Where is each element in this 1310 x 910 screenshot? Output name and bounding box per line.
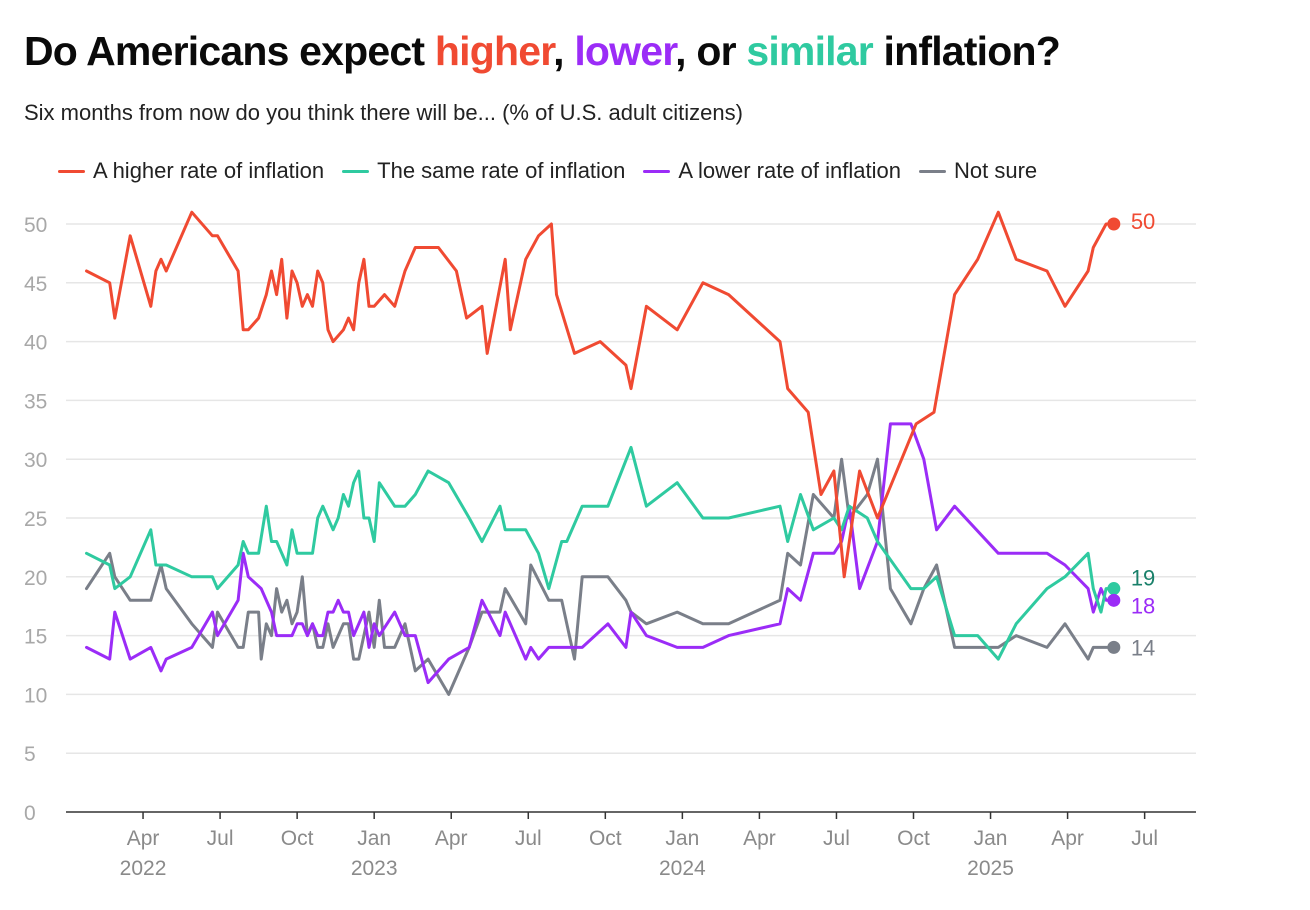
y-tick-label-5: 5 xyxy=(24,743,36,766)
legend-swatch-lower xyxy=(643,169,671,173)
x-tick-label-apr: Apr xyxy=(743,827,776,850)
y-tick-label-0: 0 xyxy=(24,802,36,825)
series-line-same xyxy=(85,445,1116,661)
legend-label-not-sure: Not sure xyxy=(953,158,1038,183)
chart-title: Do Americans expect higher, lower, or si… xyxy=(24,28,1061,75)
series-line-lower xyxy=(85,422,1116,685)
x-axis: Apr 2022 Jul Oct Jan 2023 Apr Jul Oct Jan 2024 Apr J… xyxy=(66,811,1196,880)
x-tick-label-jul: Jul xyxy=(515,827,542,850)
title-separator-2: , or xyxy=(675,28,747,74)
legend-swatch-same xyxy=(342,169,370,173)
title-part-2: inflation? xyxy=(872,28,1061,74)
y-tick-label-10: 10 xyxy=(24,684,47,707)
x-tick-label-jul: Jul xyxy=(1131,827,1158,850)
x-tick-label-jan: Jan xyxy=(974,827,1008,850)
end-label-same: 19 xyxy=(1131,566,1155,591)
end-marker-same xyxy=(1107,582,1121,596)
x-tick-label-oct: Oct xyxy=(897,827,930,850)
y-tick-label-50: 50 xyxy=(24,214,47,237)
x-year-label-2022: 2022 xyxy=(120,857,167,880)
legend-item-not-sure[interactable]: Not sure xyxy=(918,158,1038,184)
end-label-lower: 18 xyxy=(1131,593,1155,618)
title-part-1: Do Americans expect xyxy=(24,28,435,74)
series-lines xyxy=(85,210,1116,696)
end-marker-not-sure xyxy=(1107,640,1121,654)
legend-item-higher[interactable]: A higher rate of inflation xyxy=(58,158,324,184)
end-marker-lower xyxy=(1107,593,1121,607)
legend-item-same[interactable]: The same rate of inflation xyxy=(342,158,625,184)
legend-label-same: The same rate of inflation xyxy=(377,158,626,183)
x-year-label-2023: 2023 xyxy=(351,857,398,880)
legend-label-lower: A lower rate of inflation xyxy=(678,158,901,183)
chart-legend: A higher rate of inflation The same rate… xyxy=(58,158,1055,184)
end-label-not-sure: 14 xyxy=(1131,635,1155,660)
y-tick-label-25: 25 xyxy=(24,508,47,531)
x-tick-label-apr: Apr xyxy=(435,827,468,850)
y-tick-label-40: 40 xyxy=(24,332,47,355)
chart-subtitle: Six months from now do you think there w… xyxy=(24,100,743,125)
x-tick-label-apr: Apr xyxy=(127,827,160,850)
x-tick-label-jul: Jul xyxy=(823,827,850,850)
title-separator-1: , xyxy=(553,28,575,74)
series-line-higher xyxy=(85,210,1116,579)
x-tick-label-jan: Jan xyxy=(665,827,699,850)
y-tick-label-45: 45 xyxy=(24,273,47,296)
legend-item-lower[interactable]: A lower rate of inflation xyxy=(643,158,901,184)
y-axis: 0 5 10 15 20 25 30 35 40 45 50 xyxy=(24,214,47,825)
title-word-similar: similar xyxy=(746,28,873,74)
legend-swatch-not-sure xyxy=(918,169,946,173)
title-word-lower: lower xyxy=(574,28,676,74)
x-year-label-2024: 2024 xyxy=(659,857,706,880)
x-year-label-2025: 2025 xyxy=(967,857,1014,880)
x-tick-label-jan: Jan xyxy=(357,827,391,850)
y-tick-label-30: 30 xyxy=(24,449,47,472)
series-line-not-sure xyxy=(85,457,1116,696)
end-label-higher: 50 xyxy=(1131,209,1155,234)
title-word-higher: higher xyxy=(434,28,554,74)
x-tick-label-oct: Oct xyxy=(589,827,622,850)
y-tick-label-35: 35 xyxy=(24,390,47,413)
y-tick-label-15: 15 xyxy=(24,626,47,649)
gridlines xyxy=(66,223,1196,754)
legend-swatch-higher xyxy=(58,169,85,173)
y-tick-label-20: 20 xyxy=(24,567,47,590)
x-tick-label-oct: Oct xyxy=(281,827,314,850)
x-tick-label-apr: Apr xyxy=(1051,827,1084,850)
end-marker-higher xyxy=(1107,217,1121,231)
x-tick-label-jul: Jul xyxy=(207,827,234,850)
legend-label-higher: A higher rate of inflation xyxy=(93,158,325,183)
